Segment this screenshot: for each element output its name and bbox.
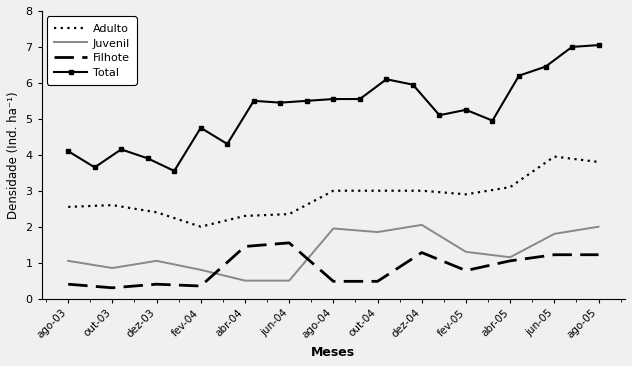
Adulto: [153, 210, 161, 214]
Total: [382, 77, 390, 82]
Juvenil: [286, 279, 293, 283]
Total: [409, 82, 416, 87]
Total: [462, 108, 470, 112]
Total: [144, 156, 152, 161]
Total: [489, 119, 496, 123]
Juvenil: [418, 223, 425, 227]
Filhote: [418, 250, 425, 255]
Juvenil: [197, 268, 205, 272]
Total: [329, 97, 337, 101]
Adulto: [374, 188, 381, 193]
Legend: Adulto, Juvenil, Filhote, Total: Adulto, Juvenil, Filhote, Total: [47, 16, 137, 85]
Total: [277, 100, 284, 105]
Line: Juvenil: Juvenil: [68, 225, 599, 281]
Filhote: [374, 279, 381, 284]
Filhote: [506, 259, 514, 263]
Juvenil: [506, 255, 514, 259]
Y-axis label: Densidade (Ind. ha⁻¹): Densidade (Ind. ha⁻¹): [7, 91, 20, 219]
Filhote: [197, 284, 205, 288]
Total: [303, 99, 310, 103]
Juvenil: [550, 232, 558, 236]
Juvenil: [241, 279, 249, 283]
Line: Filhote: Filhote: [68, 243, 599, 288]
Filhote: [329, 279, 337, 284]
Adulto: [197, 224, 205, 229]
Filhote: [595, 253, 602, 257]
Total: [171, 169, 178, 173]
Juvenil: [329, 226, 337, 231]
Juvenil: [109, 266, 116, 270]
Total: [118, 147, 125, 152]
Total: [250, 99, 258, 103]
Filhote: [241, 244, 249, 249]
Adulto: [462, 192, 470, 197]
Adulto: [329, 188, 337, 193]
Juvenil: [374, 230, 381, 234]
Line: Adulto: Adulto: [68, 157, 599, 227]
Adulto: [109, 203, 116, 207]
Juvenil: [595, 224, 602, 229]
Filhote: [462, 268, 470, 273]
Total: [542, 64, 549, 69]
Total: [356, 97, 363, 101]
Adulto: [286, 212, 293, 216]
Total: [197, 126, 205, 130]
Total: [91, 165, 99, 169]
Total: [595, 43, 602, 47]
Adulto: [595, 160, 602, 164]
Line: Total: Total: [66, 43, 601, 173]
Filhote: [550, 253, 558, 257]
Filhote: [109, 285, 116, 290]
Juvenil: [462, 250, 470, 254]
Total: [224, 142, 231, 146]
Filhote: [286, 241, 293, 245]
Total: [435, 113, 443, 117]
Total: [568, 45, 576, 49]
X-axis label: Meses: Meses: [312, 346, 355, 359]
Filhote: [64, 282, 72, 287]
Juvenil: [64, 259, 72, 263]
Adulto: [418, 188, 425, 193]
Filhote: [153, 282, 161, 287]
Adulto: [64, 205, 72, 209]
Adulto: [241, 214, 249, 218]
Juvenil: [153, 259, 161, 263]
Total: [64, 149, 72, 153]
Total: [515, 74, 523, 78]
Adulto: [506, 185, 514, 189]
Adulto: [550, 154, 558, 159]
